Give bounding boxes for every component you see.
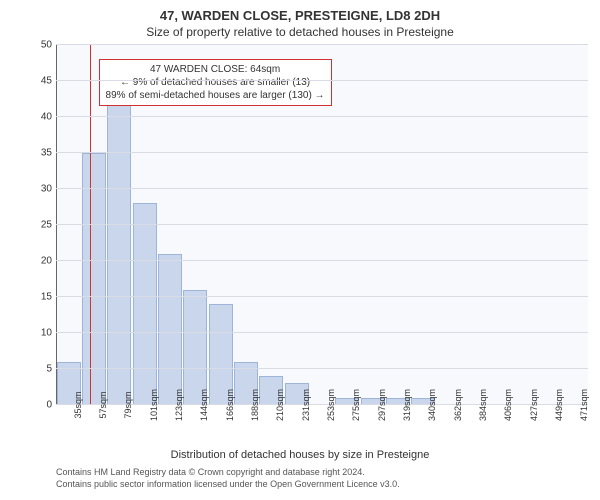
x-tick-label: 297sqm [373,389,387,421]
x-tick-label: 79sqm [119,391,133,418]
y-tick-label: 25 [41,220,56,231]
x-tick-label: 144sqm [195,389,209,421]
x-axis-label: Distribution of detached houses by size … [0,449,600,461]
x-tick-label: 57sqm [94,391,108,418]
bar [158,254,182,405]
footer: Contains HM Land Registry data © Crown c… [0,461,600,490]
info-box: 47 WARDEN CLOSE: 64sqm← 9% of detached h… [99,59,332,106]
footer-line-2: Contains public sector information licen… [56,479,588,491]
x-tick-label: 449sqm [550,389,564,421]
gridline [56,152,588,153]
gridline [56,260,588,261]
x-tick-label: 362sqm [449,389,463,421]
x-tick-label: 35sqm [69,391,83,418]
bar [133,203,157,405]
y-tick-label: 15 [41,292,56,303]
y-tick-label: 40 [41,112,56,123]
plot-region: 47 WARDEN CLOSE: 64sqm← 9% of detached h… [56,45,588,405]
x-tick-label: 275sqm [347,389,361,421]
x-tick-label: 319sqm [398,389,412,421]
x-tick-label: 123sqm [170,389,184,421]
gridline [56,296,588,297]
gridline [56,116,588,117]
chart-area: 47 WARDEN CLOSE: 64sqm← 9% of detached h… [56,45,588,405]
x-tick-label: 384sqm [474,389,488,421]
x-tick-label: 406sqm [499,389,513,421]
y-tick-label: 30 [41,184,56,195]
gridline [56,368,588,369]
y-tick-label: 35 [41,148,56,159]
gridline [56,44,588,45]
x-tick-label: 253sqm [322,389,336,421]
x-tick-label: 340sqm [423,389,437,421]
x-tick-label: 427sqm [525,389,539,421]
x-tick-label: 101sqm [145,389,159,421]
bar [183,290,207,405]
x-tick-label: 166sqm [221,389,235,421]
info-box-line: 89% of semi-detached houses are larger (… [106,89,325,102]
page-title: 47, WARDEN CLOSE, PRESTEIGNE, LD8 2DH [0,0,600,23]
x-tick-label: 210sqm [271,389,285,421]
info-box-line: ← 9% of detached houses are smaller (13) [106,76,325,89]
info-box-line: 47 WARDEN CLOSE: 64sqm [106,63,325,76]
page-subtitle: Size of property relative to detached ho… [0,23,600,45]
x-tick-label: 231sqm [297,389,311,421]
gridline [56,224,588,225]
y-tick-label: 45 [41,76,56,87]
y-tick-label: 20 [41,256,56,267]
y-tick-label: 5 [46,364,56,375]
footer-line-1: Contains HM Land Registry data © Crown c… [56,467,588,479]
gridline [56,188,588,189]
x-tick-label: 188sqm [246,389,260,421]
y-tick-label: 10 [41,328,56,339]
y-tick-label: 0 [46,400,56,411]
bar [107,81,131,405]
gridline [56,332,588,333]
y-tick-label: 50 [41,40,56,51]
reference-line [90,45,91,405]
gridline [56,80,588,81]
x-tick-label: 471sqm [575,389,589,421]
